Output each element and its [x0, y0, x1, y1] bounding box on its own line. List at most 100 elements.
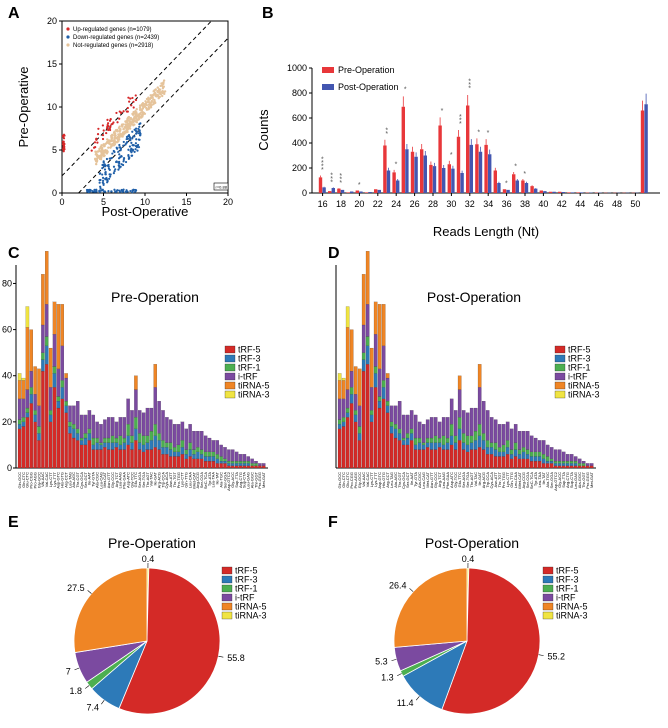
not-regulated-point: [144, 103, 147, 106]
d-bar-segment: [349, 329, 354, 372]
c-bar-segment: [211, 440, 216, 452]
c-bar-segment: [37, 426, 41, 434]
not-regulated-point: [147, 105, 151, 109]
d-bar-segment: [537, 461, 542, 469]
down-regulated-point: [113, 170, 116, 173]
d-category-label: Gln-GCC: [337, 472, 342, 489]
c-bar-segment: [196, 447, 200, 452]
c-bar-segment: [48, 414, 53, 422]
down-regulated-point: [115, 160, 118, 164]
c-legend-label: tRF-5: [238, 345, 261, 355]
c-bar-segment: [134, 375, 138, 390]
d-category-label: Leu-AAG: [441, 472, 446, 488]
post-operation-bar: [478, 151, 483, 193]
c-bar-segment: [184, 458, 188, 469]
d-bar-segment: [425, 447, 430, 469]
c-category-label: Thr-CGT: [75, 471, 80, 487]
c-category-label: Cys-GCA: [79, 472, 84, 489]
c-category-label: Leu-AAG: [118, 472, 123, 488]
post-operation-bar: [423, 155, 427, 193]
down-regulated-point: [112, 172, 115, 175]
post-operation-bar: [497, 183, 501, 193]
down-regulated-point: [99, 187, 102, 190]
c-bar-segment: [223, 461, 227, 464]
down-regulated-point: [93, 190, 96, 193]
c-category-label: Gln-CTC: [21, 472, 26, 488]
down-regulated-point: [122, 188, 125, 191]
scatter-x-tick-label: 10: [140, 197, 150, 207]
f-legend-label: tRF-1: [556, 584, 579, 594]
d-category-label: Asp-GTC: [377, 472, 382, 489]
f-pie-slices: [393, 567, 541, 715]
significance-star: *: [459, 117, 462, 124]
d-bar-segment: [373, 366, 378, 374]
d-bar-segment: [337, 373, 342, 381]
d-category-label: Val-CAC: [365, 472, 370, 487]
c-category-label: Ala-AGC: [71, 472, 76, 488]
up-regulated-point: [109, 118, 112, 121]
c-bar-segment: [68, 426, 72, 434]
not-regulated-point: [153, 89, 156, 93]
c-bar-segment: [33, 394, 37, 411]
c-bar-segment: [138, 410, 142, 434]
d-bar-segment: [545, 463, 550, 469]
c-bar-segment: [130, 442, 134, 450]
c-bar-segment: [99, 444, 103, 450]
c-bar-segment: [99, 442, 103, 446]
c-bar-segment: [64, 412, 68, 469]
d-bar-segment: [561, 461, 566, 464]
d-bar-segment: [541, 463, 546, 469]
c-bar-segment: [107, 442, 111, 450]
significance-star: *: [459, 121, 462, 128]
f-legend-swatch: [542, 575, 554, 584]
down-regulated-point: [118, 166, 121, 169]
down-regulated-point: [122, 190, 125, 193]
significance-star: *: [514, 164, 517, 171]
d-bar-segment: [517, 431, 522, 450]
c-bar-segment: [52, 387, 57, 469]
c-bar-segment: [107, 417, 111, 439]
c-y-tick-label: 40: [2, 371, 12, 381]
d-bar-segment: [361, 352, 366, 360]
down-regulated-point: [102, 183, 105, 186]
d-bar-segment: [485, 410, 490, 441]
d-bar-segment: [449, 444, 454, 469]
down-regulated-point: [137, 146, 141, 149]
c-category-label: Asp-ATC: [125, 472, 130, 488]
up-regulated-point: [118, 117, 121, 120]
down-regulated-point: [139, 122, 142, 125]
c-bar-segment: [25, 412, 30, 418]
b-x-tick-label: 38: [520, 199, 530, 209]
c-category-label: Asp-GTC2: [226, 471, 231, 491]
pre-operation-bar: [521, 180, 525, 193]
b-x-tick-label: 44: [575, 199, 585, 209]
d-bar-segment: [441, 444, 446, 450]
c-bar-segment: [223, 458, 227, 462]
d-bar-segment: [581, 463, 586, 466]
c-bar-segment: [25, 407, 30, 413]
not-regulated-point: [158, 92, 162, 95]
post-operation-bar: [506, 189, 510, 193]
d-bar-segment: [457, 440, 462, 469]
c-category-label: Sup-TTA: [234, 472, 239, 488]
b-legend-post-label: Post-Operation: [338, 82, 399, 92]
d-bar-segment: [409, 433, 414, 441]
e-value-label: 27.5: [67, 583, 85, 593]
b-x-tick-label: 48: [612, 199, 622, 209]
c-bar-segment: [17, 380, 22, 399]
c-bar-segment: [76, 428, 80, 434]
c-bar-segment: [134, 440, 138, 469]
d-legend-swatch: [554, 390, 566, 399]
c-bar-segment: [242, 461, 247, 464]
panel-label-c: C: [8, 245, 20, 262]
up-regulated-point: [131, 96, 134, 100]
c-bar-segment: [122, 417, 126, 439]
d-bar-segment: [429, 449, 434, 469]
e-legend-label: tRF-3: [235, 575, 258, 585]
d-category-label: Leu-TAA: [537, 472, 542, 488]
up-regulated-point: [127, 96, 130, 99]
c-bar-segment: [196, 458, 200, 469]
c-bar-segment: [126, 424, 130, 436]
c-bar-segment: [254, 463, 258, 466]
significance-star: *: [339, 180, 342, 187]
